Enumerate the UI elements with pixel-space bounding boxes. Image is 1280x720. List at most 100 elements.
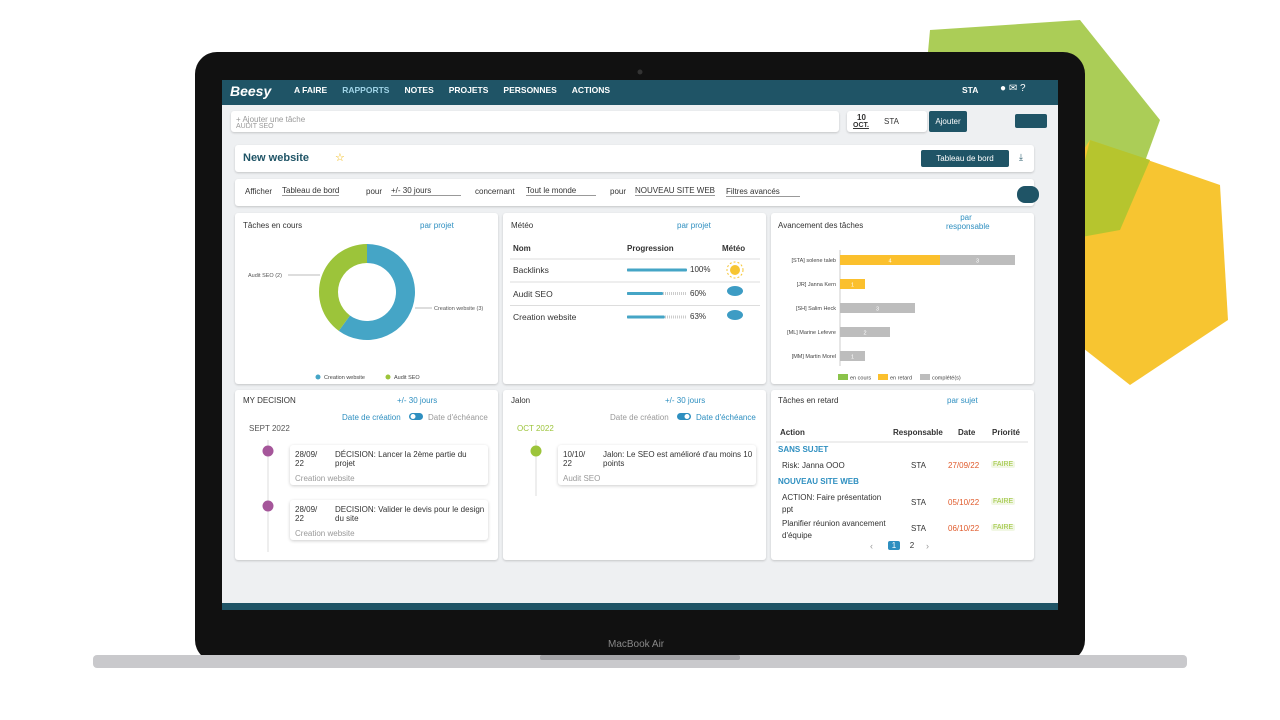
task-input[interactable]: + Ajouter une tâche AUDIT SEO	[231, 111, 839, 132]
timeline-item[interactable]: 28/09/22 DÉCISION: Lancer la 2ème partie …	[290, 445, 488, 485]
navbar	[222, 80, 1058, 105]
page-number[interactable]: 2	[909, 541, 915, 550]
row-name: Backlinks	[513, 265, 549, 275]
bar-value: 1	[851, 283, 854, 289]
timeline-dot	[530, 445, 542, 457]
dashboard-title[interactable]: New website	[243, 152, 310, 164]
task-owner: STA	[911, 461, 926, 470]
item-date: 28/09/22	[295, 505, 318, 523]
task-owner: STA	[911, 498, 926, 507]
widget-progress: Avancement des tâches par responsable	[771, 213, 1034, 384]
toggle-label[interactable]: Date de création	[610, 413, 669, 422]
legend-label: complété(s)	[932, 376, 961, 382]
filter-period[interactable]: +/- 30 jours	[391, 186, 461, 196]
widget-tasks: Tâches en cours par projet	[235, 213, 498, 384]
widget-title: MY DECISION	[243, 396, 296, 405]
toggle-label[interactable]: Date d'échéance	[696, 413, 756, 422]
row-name: Creation website	[513, 312, 577, 322]
widget-group[interactable]: par responsable	[946, 213, 990, 231]
bar-segment	[840, 303, 915, 313]
brand[interactable]: Beesy	[230, 83, 272, 99]
dashboard-button[interactable]: Tableau de bord	[921, 150, 1009, 167]
assignee[interactable]: STA	[884, 117, 899, 126]
row-name: Audit SEO	[513, 288, 553, 299]
widget-group[interactable]: par sujet	[947, 396, 978, 405]
settings-button[interactable]	[1017, 186, 1039, 203]
progress-bar	[627, 268, 687, 272]
timeline-dot	[262, 500, 274, 512]
filters: Afficher Tableau de bord pour +/- 30 jou…	[235, 179, 1034, 206]
group-header[interactable]: SANS SUJET	[778, 445, 829, 454]
widget-title: Jalon	[511, 396, 531, 405]
progress-label: 60%	[690, 288, 707, 298]
widget-late	[771, 390, 1034, 560]
task-action[interactable]: Risk: Janna OOO	[782, 461, 845, 470]
column-header: Action	[780, 428, 805, 437]
extra-button[interactable]	[1015, 114, 1047, 128]
bar-segment	[840, 279, 865, 289]
item-project: Creation website	[295, 529, 355, 538]
widget-title: Tâches en retard	[778, 396, 839, 405]
filter-show[interactable]: Tableau de bord	[282, 186, 340, 196]
download-icon[interactable]: ⤓	[1019, 152, 1023, 162]
bar-value: 4	[888, 259, 891, 265]
nav-item[interactable]: PERSONNES	[503, 85, 557, 95]
toggle-label[interactable]: Date de création	[342, 413, 401, 422]
column-header: Météo	[722, 244, 746, 253]
widget-group[interactable]: par projet	[420, 221, 454, 230]
nav-item[interactable]: RAPPORTS	[342, 85, 390, 95]
filter-people[interactable]: Tout le monde	[526, 186, 596, 196]
pager-prev[interactable]: ‹	[870, 541, 873, 551]
filter-project[interactable]: NOUVEAU SITE WEB	[635, 186, 716, 196]
timeline-item[interactable]: 28/09/22 DECISION: Valider le devis pour …	[290, 500, 488, 540]
legend-label: Audit SEO	[394, 375, 420, 381]
widget-period[interactable]: +/- 30 jours	[665, 396, 706, 405]
task-action[interactable]: ACTION: Faire présentation ppt	[782, 493, 882, 514]
toggle-label[interactable]: Date d'échéance	[428, 413, 488, 422]
legend-swatch	[315, 374, 321, 380]
task-action[interactable]: Planifier réunion avancement d'équipe	[782, 519, 886, 540]
bar-segment	[840, 327, 890, 337]
task-priority: FAIRE	[991, 524, 1016, 531]
user-menu[interactable]: STA	[962, 85, 979, 95]
bar-segment	[840, 255, 940, 265]
timeline-item[interactable]: 10/10/22 Jalon: Le SEO est amélioré d'au …	[558, 445, 756, 485]
task-priority: FAIRE	[991, 498, 1016, 505]
category-label: [MM] Martin Morel	[792, 354, 836, 360]
column-header: Nom	[513, 244, 531, 253]
nav-item[interactable]: A FAIRE	[294, 85, 328, 95]
task-date: 27/09/22	[948, 461, 980, 470]
page-number[interactable]: 1	[888, 541, 900, 550]
legend-swatch	[838, 374, 848, 380]
donut-slice	[338, 244, 416, 341]
bar-value: 2	[863, 331, 866, 337]
nav-item[interactable]: ACTIONS	[571, 85, 611, 95]
nav-item[interactable]: PROJETS	[448, 85, 489, 95]
legend-swatch	[920, 374, 930, 380]
pager-next[interactable]: ›	[926, 541, 929, 551]
timeline-dot	[262, 445, 274, 457]
legend-swatch	[385, 374, 391, 380]
group-header[interactable]: NOUVEAU SITE WEB	[778, 477, 859, 486]
item-date: 10/10/22	[563, 450, 586, 468]
task-priority: FAIRE	[991, 461, 1016, 468]
filter-advanced[interactable]: Filtres avancés	[726, 187, 800, 197]
filter-label: Afficher	[245, 187, 272, 196]
favorite-star[interactable]: ☆	[335, 152, 345, 164]
item-project: Audit SEO	[563, 474, 601, 483]
bar-segment	[840, 351, 865, 361]
date-month[interactable]: OCT.	[853, 122, 869, 129]
month: SEPT 2022	[249, 424, 290, 433]
item-text: DECISION: Valider le devis pour le desig…	[335, 505, 485, 523]
widget-group[interactable]: par projet	[677, 221, 711, 230]
bar-value: 1	[851, 355, 854, 361]
filter-label: pour	[610, 187, 627, 196]
widget-period[interactable]: +/- 30 jours	[397, 396, 438, 405]
nav-item[interactable]: NOTES	[404, 85, 434, 95]
bar-value: 3	[876, 307, 879, 313]
date-day[interactable]: 10	[857, 113, 866, 122]
weather-rain	[727, 286, 743, 320]
add-button[interactable]: Ajouter	[929, 111, 967, 132]
